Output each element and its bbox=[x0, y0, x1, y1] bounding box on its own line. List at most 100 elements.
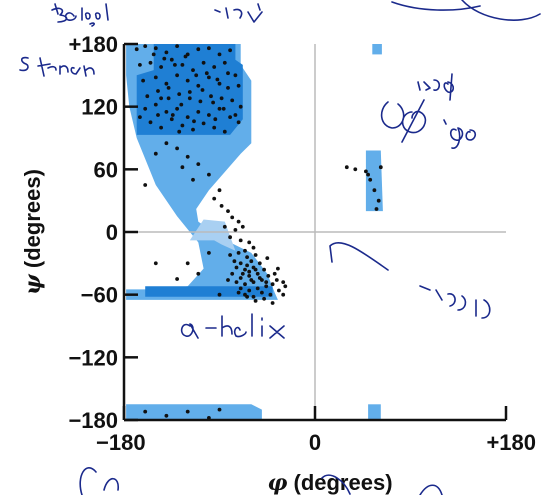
data-point-127 bbox=[247, 288, 252, 293]
data-point-170 bbox=[143, 409, 148, 414]
data-point-132 bbox=[251, 294, 256, 299]
data-point-8 bbox=[207, 46, 211, 51]
data-point-91 bbox=[212, 196, 217, 201]
data-point-134 bbox=[268, 292, 273, 297]
data-point-165 bbox=[372, 188, 377, 193]
data-point-157 bbox=[281, 280, 286, 284]
data-point-68 bbox=[226, 71, 230, 76]
data-point-164 bbox=[368, 177, 373, 182]
data-point-131 bbox=[260, 290, 264, 295]
data-point-38 bbox=[219, 96, 224, 101]
data-point-4 bbox=[164, 50, 169, 55]
data-point-12 bbox=[148, 60, 153, 65]
data-point-109 bbox=[238, 261, 243, 266]
data-point-101 bbox=[247, 240, 252, 245]
data-point-67 bbox=[215, 77, 220, 82]
data-point-86 bbox=[180, 165, 185, 170]
data-point-17 bbox=[201, 60, 206, 65]
data-point-145 bbox=[245, 263, 250, 268]
data-point-66 bbox=[204, 71, 209, 76]
data-point-43 bbox=[164, 110, 169, 114]
x-axis-text: (degrees) bbox=[287, 470, 392, 495]
data-point-115 bbox=[255, 271, 260, 276]
data-point-92 bbox=[219, 204, 224, 208]
handwritten-annotations bbox=[19, 0, 541, 495]
favored-region-1 bbox=[136, 44, 243, 135]
x-axis-label: φ (degrees) bbox=[267, 470, 392, 495]
data-points bbox=[134, 44, 383, 420]
y-axis-symbol: ψ bbox=[20, 273, 46, 295]
y-tick-label-2: 120 bbox=[81, 95, 118, 120]
data-point-130 bbox=[274, 278, 279, 282]
data-point-156 bbox=[217, 292, 222, 297]
data-point-37 bbox=[209, 94, 213, 99]
data-point-142 bbox=[249, 278, 254, 282]
data-point-46 bbox=[196, 110, 201, 114]
handwriting-5-strand bbox=[19, 56, 95, 77]
data-point-59 bbox=[233, 113, 238, 117]
data-point-41 bbox=[143, 106, 148, 111]
data-point-152 bbox=[185, 261, 190, 266]
data-point-116 bbox=[247, 274, 252, 278]
data-point-11 bbox=[138, 63, 142, 67]
data-point-69 bbox=[166, 86, 171, 90]
data-point-23 bbox=[164, 81, 169, 86]
data-point-56 bbox=[201, 121, 206, 126]
data-point-5 bbox=[175, 44, 180, 48]
data-point-80 bbox=[177, 129, 182, 134]
data-point-117 bbox=[238, 276, 243, 280]
data-point-48 bbox=[217, 106, 222, 111]
handwriting-hebrew-top bbox=[214, 3, 263, 23]
data-point-102 bbox=[251, 245, 256, 250]
x-tick-label-3: +180 bbox=[486, 430, 536, 455]
data-point-70 bbox=[187, 90, 192, 94]
data-point-16 bbox=[191, 68, 195, 72]
data-point-168 bbox=[366, 172, 370, 177]
allowed-region-3 bbox=[372, 44, 382, 55]
data-point-57 bbox=[212, 125, 217, 130]
data-point-76 bbox=[170, 113, 175, 117]
data-point-144 bbox=[253, 267, 258, 272]
data-point-172 bbox=[185, 409, 190, 414]
data-point-100 bbox=[238, 238, 243, 243]
data-point-82 bbox=[175, 146, 180, 151]
data-point-146 bbox=[232, 259, 237, 264]
data-point-15 bbox=[180, 63, 185, 67]
data-point-2 bbox=[143, 44, 148, 48]
data-point-55 bbox=[191, 127, 195, 132]
data-point-160 bbox=[276, 266, 280, 271]
data-point-9 bbox=[217, 52, 222, 57]
data-point-103 bbox=[243, 248, 247, 253]
data-point-123 bbox=[234, 280, 239, 284]
data-point-147 bbox=[264, 280, 269, 284]
data-point-44 bbox=[175, 106, 180, 111]
data-point-154 bbox=[153, 261, 158, 266]
data-point-29 bbox=[226, 86, 230, 90]
data-point-63 bbox=[173, 63, 177, 67]
data-point-106 bbox=[245, 255, 250, 259]
data-point-162 bbox=[353, 167, 358, 172]
data-point-125 bbox=[264, 284, 269, 289]
data-point-174 bbox=[217, 407, 222, 412]
data-point-21 bbox=[141, 78, 146, 83]
data-point-72 bbox=[179, 102, 184, 107]
data-point-99 bbox=[228, 235, 233, 240]
handwriting-alpha-helix bbox=[180, 313, 285, 339]
data-point-85 bbox=[207, 172, 211, 177]
data-point-153 bbox=[175, 277, 180, 281]
data-point-110 bbox=[257, 261, 262, 266]
data-point-18 bbox=[212, 65, 217, 69]
data-point-148 bbox=[272, 271, 277, 276]
data-point-54 bbox=[180, 123, 185, 128]
data-point-122 bbox=[243, 282, 247, 287]
data-point-32 bbox=[156, 89, 160, 93]
data-point-3 bbox=[153, 46, 158, 51]
data-point-169 bbox=[378, 165, 383, 170]
data-point-58 bbox=[222, 129, 227, 134]
data-point-65 bbox=[194, 73, 199, 78]
data-point-149 bbox=[245, 294, 250, 299]
data-point-128 bbox=[238, 286, 243, 291]
handwriting-hebrew-right bbox=[419, 285, 491, 319]
data-point-138 bbox=[270, 301, 275, 305]
data-point-97 bbox=[233, 228, 238, 232]
